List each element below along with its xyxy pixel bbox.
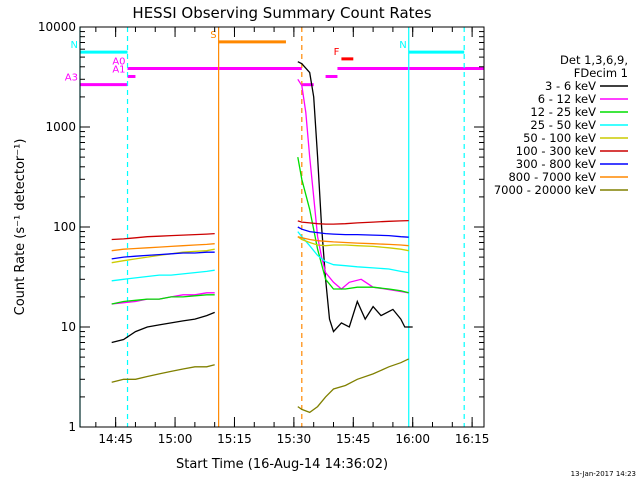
footer-date: 13-Jan-2017 14:23 [571,470,636,478]
x-tick-label-4: 15:45 [336,432,371,446]
flag-label-2: S [210,30,216,41]
series-layer [111,61,413,414]
flag-label-4: A1 [112,64,125,75]
y-axis-ticks: 1 10 100 1000 10000 [38,20,484,434]
y-tick-label-0: 1 [68,420,76,434]
series-line-6 [111,226,409,260]
x-tick-label-1: 15:00 [158,432,193,446]
series-line-5 [111,219,409,241]
legend-label-0: 3 - 6 keV [545,79,596,93]
legend-label-8: 7000 - 20000 keV [494,183,596,197]
x-axis-ticks: 14:45 15:00 15:15 15:30 15:45 16:00 16:15 [95,27,490,446]
x-tick-label-6: 16:15 [455,432,490,446]
series-line-2 [111,156,409,305]
series-line-3 [111,231,409,282]
y-tick-label-1: 10 [61,320,76,334]
x-tick-label-3: 15:30 [277,432,312,446]
y-tick-label-4: 10000 [38,20,76,34]
flag-label-0: N [71,40,78,51]
flag-label-1: N [399,40,406,51]
legend-label-2: 12 - 25 keV [530,105,596,119]
legend-header-line-1: Det 1,3,6,9, [560,53,628,67]
legend-label-5: 100 - 300 keV [516,144,596,158]
legend-label-1: 6 - 12 keV [538,92,596,106]
legend-label-6: 300 - 800 keV [516,157,596,171]
legend-header-line-2: FDecim 1 [574,66,628,80]
y-axis-label: Count Rate (s⁻¹ detector⁻¹) [13,139,28,316]
chart-title: HESSI Observing Summary Count Rates [132,4,431,22]
series-line-1 [111,78,409,305]
legend-label-4: 50 - 100 keV [523,131,596,145]
flag-label-5: A3 [65,73,78,84]
series-line-0 [111,61,413,344]
series-line-8 [111,358,409,414]
x-tick-label-2: 15:15 [217,432,252,446]
x-axis-label: Start Time (16-Aug-14 14:36:02) [176,457,388,472]
series-line-7 [111,236,409,252]
x-tick-label-5: 16:00 [395,432,430,446]
x-tick-label-0: 14:45 [98,432,133,446]
legend-label-7: 800 - 7000 keV [508,170,596,184]
plot-frame [79,26,485,428]
y-tick-label-3: 1000 [45,120,76,134]
series-line-4 [111,236,409,264]
flag-label-3: A0 [112,56,125,67]
vertical-lines-layer [79,27,465,427]
y-tick-label-2: 100 [53,220,76,234]
flag-label-9: F [334,47,340,58]
legend-label-3: 25 - 50 keV [530,118,596,132]
